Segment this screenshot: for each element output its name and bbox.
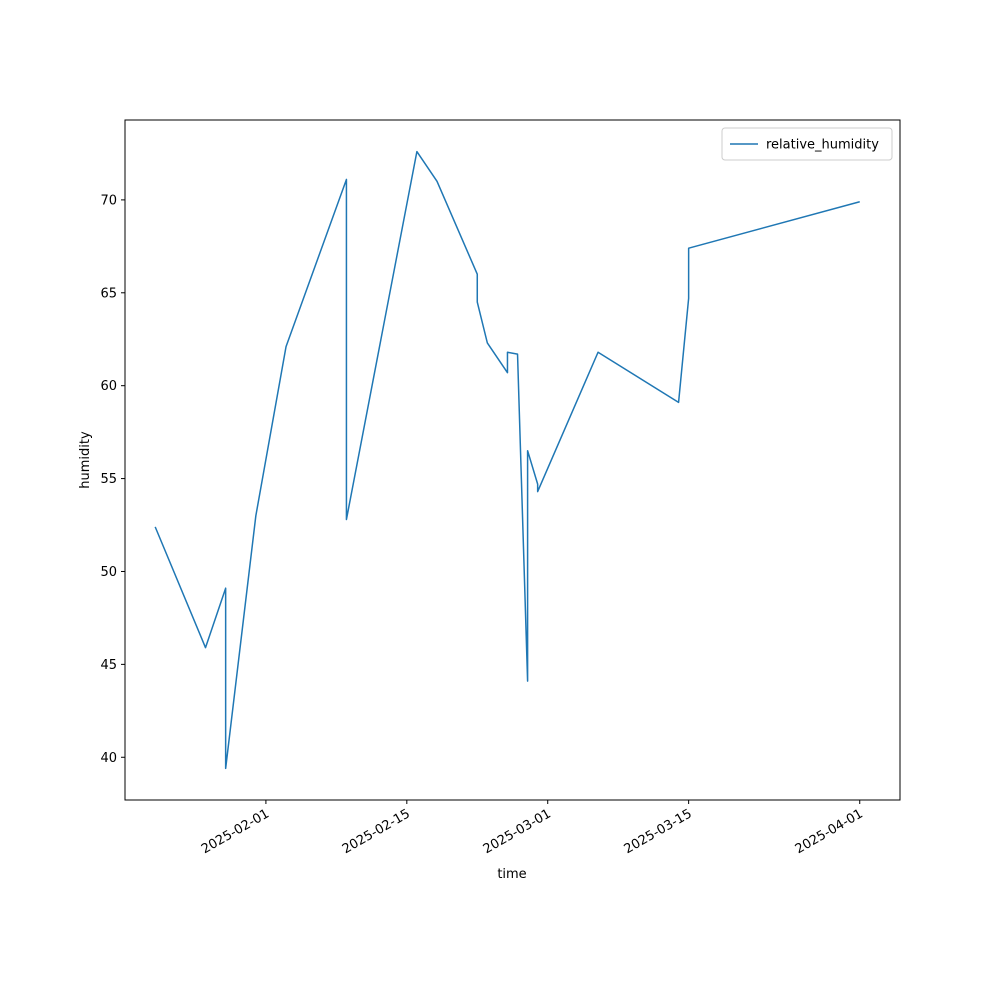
plot-frame (124, 119, 901, 801)
y-tick-label: 50 (100, 565, 117, 580)
y-tick-label: 65 (100, 286, 117, 301)
y-tick-label: 45 (100, 658, 117, 673)
y-tick-label: 60 (100, 379, 117, 394)
legend-label: relative_humidity (766, 138, 879, 153)
legend: relative_humidity (721, 127, 893, 161)
legend-box (721, 127, 893, 161)
x-axis-label: time (497, 867, 526, 882)
y-tick-label: 40 (100, 751, 117, 766)
line (154, 150, 860, 770)
y-axis-label: humidity (78, 431, 93, 489)
y-tick-label: 55 (100, 472, 117, 487)
y-tick-label: 70 (100, 193, 117, 208)
